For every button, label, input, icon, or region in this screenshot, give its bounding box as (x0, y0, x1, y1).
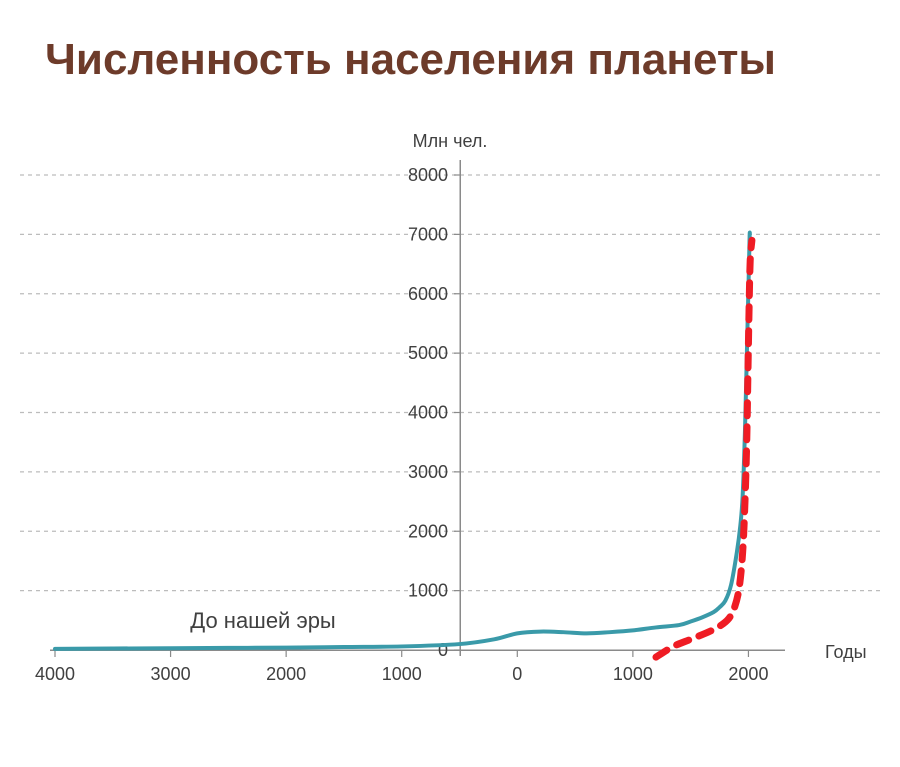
annotation: До нашей эры (190, 608, 335, 633)
population-chart: 4000300020001000010002000010002000300040… (0, 0, 900, 767)
y-tick-label: 8000 (408, 165, 448, 185)
x-tick-label: 2000 (728, 664, 768, 684)
series-population-dashed (656, 240, 752, 657)
y-tick-label: 3000 (408, 462, 448, 482)
x-tick-label: 1000 (382, 664, 422, 684)
x-tick-label: 2000 (266, 664, 306, 684)
y-axis-label: Млн чел. (413, 131, 488, 151)
series-population-solid (55, 233, 750, 649)
chart-title: Численность населения планеты (45, 35, 776, 85)
y-tick-label: 5000 (408, 343, 448, 363)
x-axis-label: Годы (825, 642, 867, 662)
x-tick-label: 0 (512, 664, 522, 684)
y-tick-label: 1000 (408, 581, 448, 601)
x-tick-label: 3000 (151, 664, 191, 684)
x-tick-label: 4000 (35, 664, 75, 684)
y-tick-label: 4000 (408, 403, 448, 423)
x-tick-label: 1000 (613, 664, 653, 684)
y-tick-label: 7000 (408, 224, 448, 244)
y-tick-label: 2000 (408, 521, 448, 541)
y-tick-label: 6000 (408, 284, 448, 304)
